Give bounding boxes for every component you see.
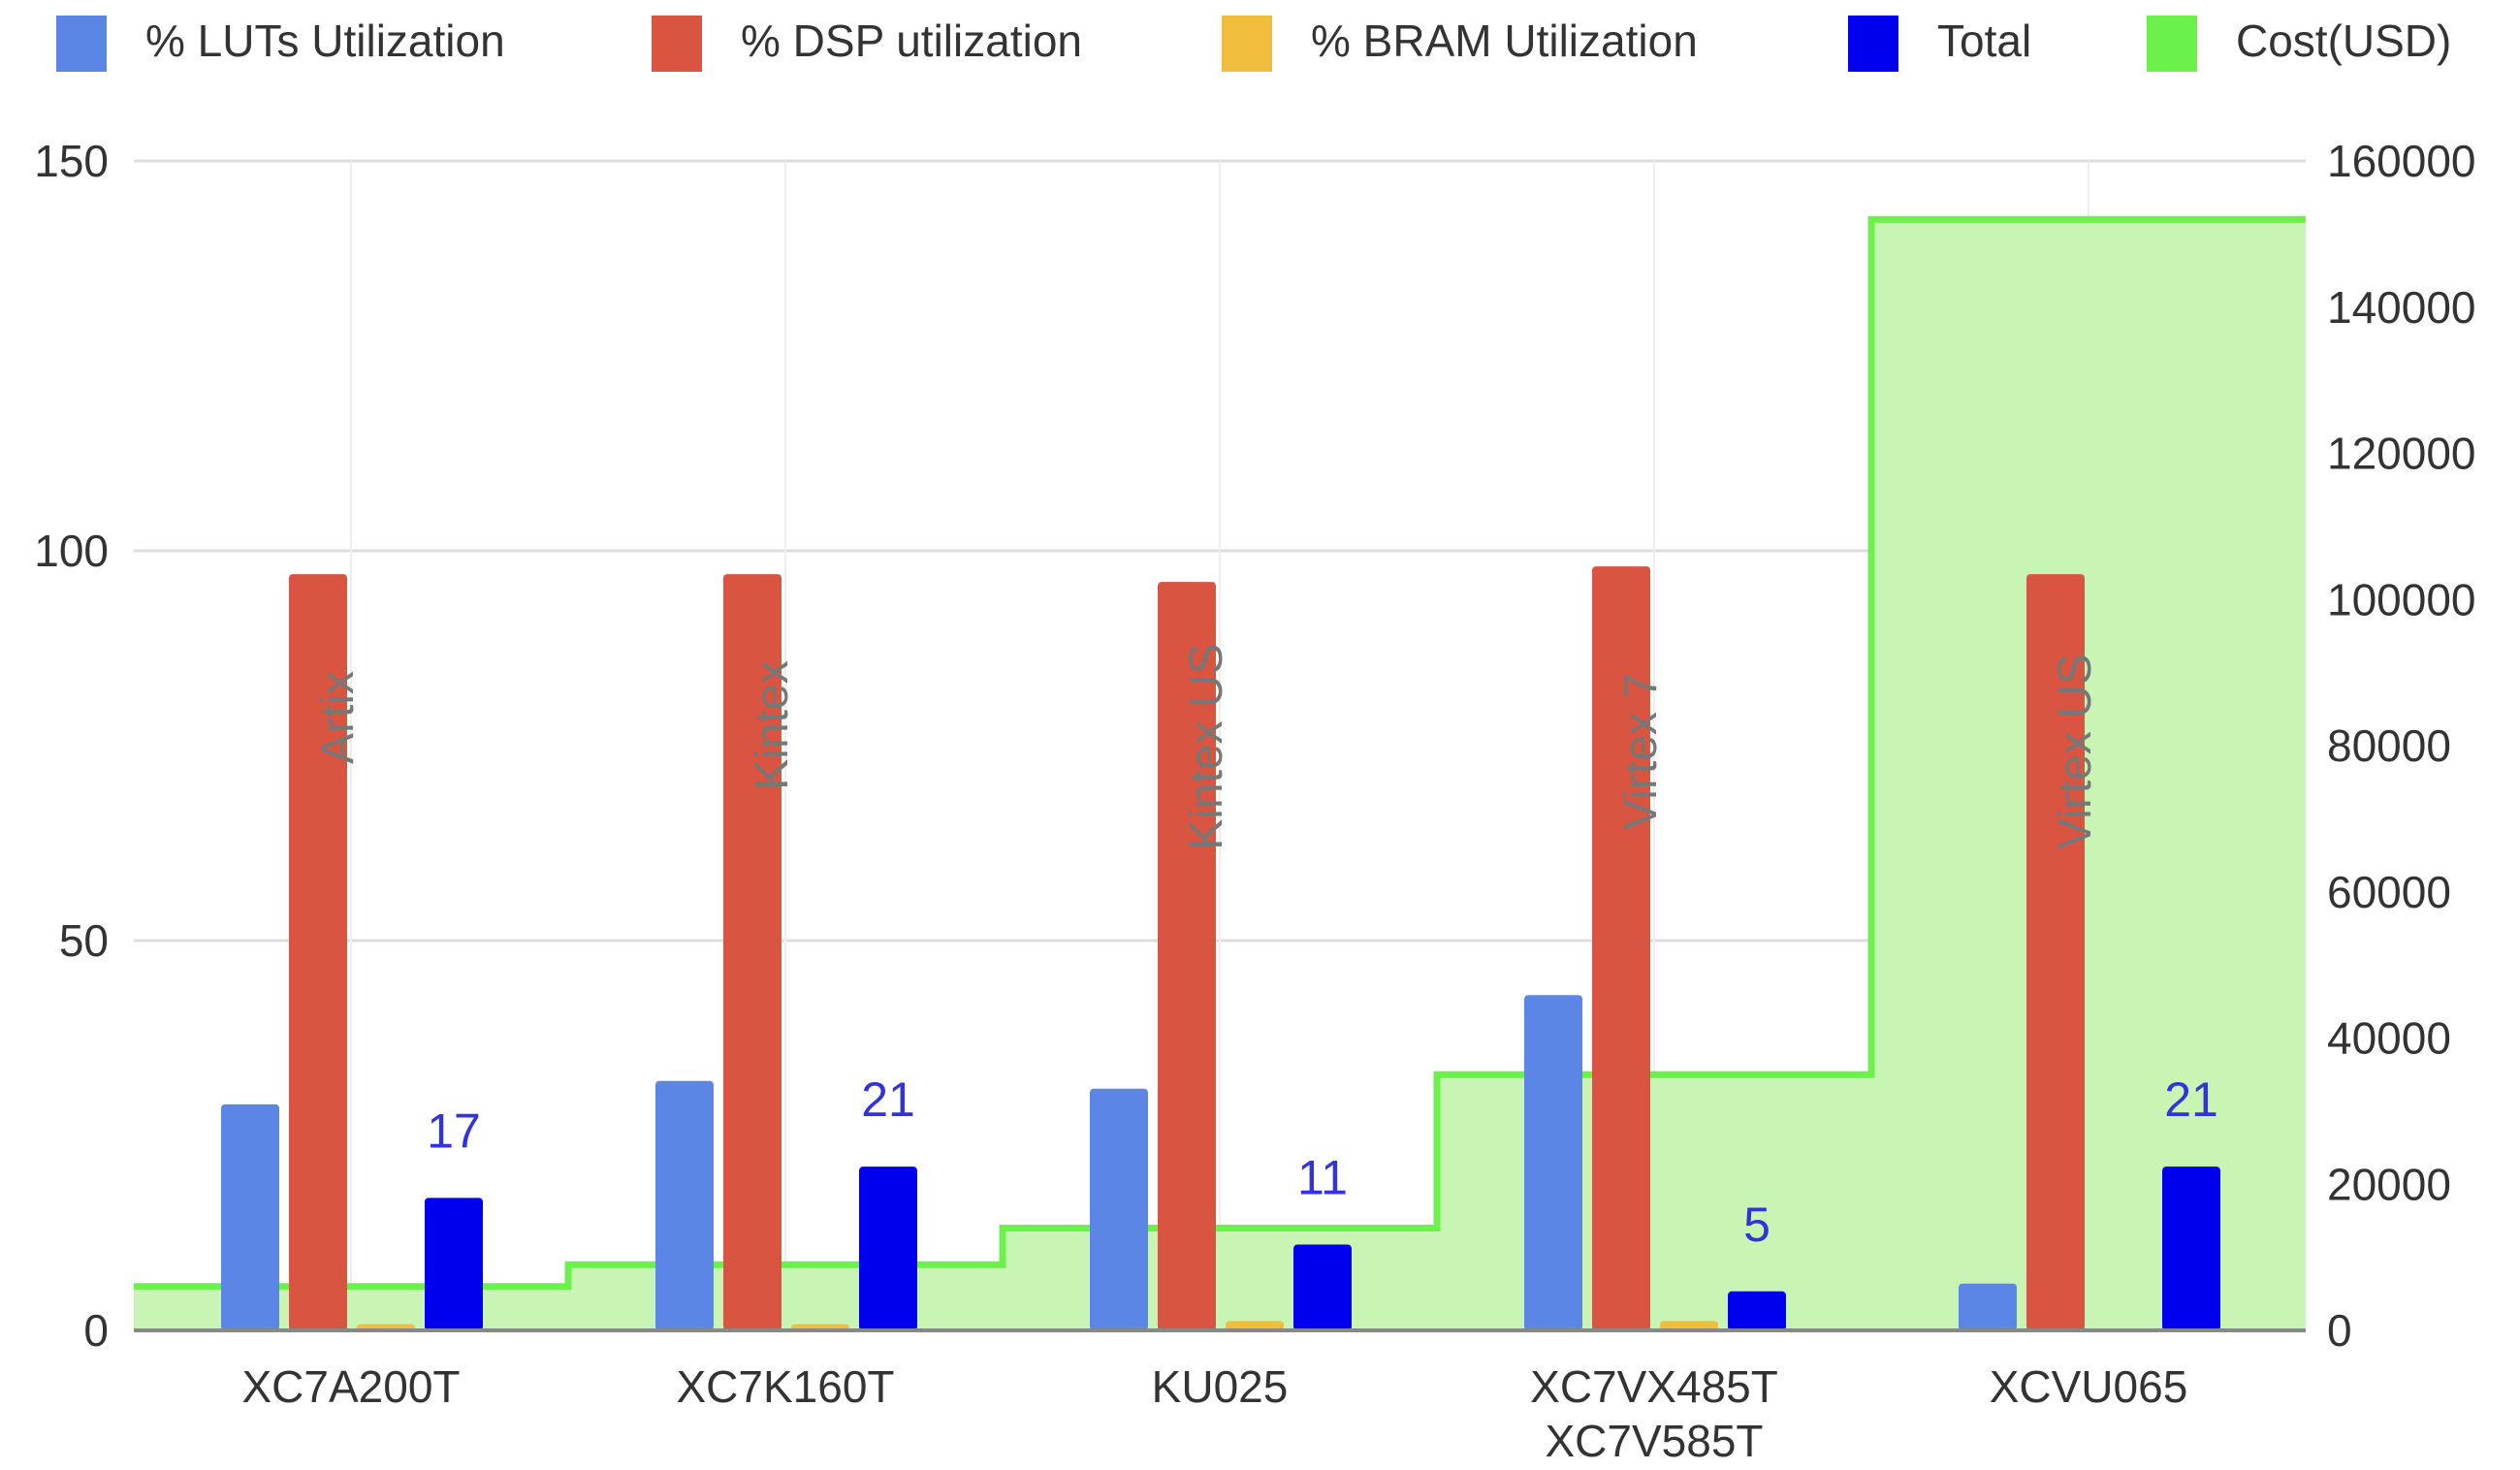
dsp-bar bbox=[289, 574, 347, 1330]
legend-item-1: % DSP utilization bbox=[652, 16, 1082, 72]
right-tick-label: 60000 bbox=[2327, 867, 2451, 917]
legend-swatch bbox=[1222, 16, 1272, 72]
category-label: XC7K160T bbox=[676, 1361, 894, 1412]
category-label-line: XC7VX485T bbox=[1530, 1361, 1778, 1412]
category-label: XCVU065 bbox=[1990, 1361, 2188, 1412]
legend-item-0: % LUTs Utilization bbox=[56, 16, 505, 72]
legend-swatch bbox=[1848, 16, 1898, 72]
legend-item-4: Cost(USD) bbox=[2147, 16, 2451, 72]
luts-bar bbox=[221, 1103, 279, 1330]
total-data-label: 17 bbox=[427, 1103, 481, 1158]
luts-bar bbox=[1959, 1283, 2017, 1330]
right-tick-label: 100000 bbox=[2327, 574, 2476, 624]
right-tick-label: 0 bbox=[2327, 1305, 2352, 1356]
annotation-label: Virtex US bbox=[2050, 654, 2101, 849]
legend-swatch bbox=[652, 16, 702, 72]
left-tick-label: 150 bbox=[34, 136, 109, 186]
total-bar bbox=[1293, 1244, 1352, 1330]
bram-bar bbox=[1660, 1321, 1718, 1330]
annotation-label: Kintex bbox=[747, 660, 798, 789]
cost-area-series bbox=[134, 215, 2306, 1330]
dsp-bar bbox=[1592, 566, 1650, 1330]
category-label-line: XC7A200T bbox=[241, 1361, 460, 1412]
legend-label: % BRAM Utilization bbox=[1311, 16, 1698, 66]
right-tick-label: 160000 bbox=[2327, 136, 2476, 186]
total-bar bbox=[2162, 1166, 2220, 1330]
total-data-label: 11 bbox=[1297, 1151, 1348, 1205]
annotation-label: Virtex 7 bbox=[1615, 673, 1667, 830]
right-tick-label: 140000 bbox=[2327, 282, 2476, 333]
annotation-label: Kintex US bbox=[1181, 643, 1232, 849]
right-tick-label: 80000 bbox=[2327, 720, 2451, 771]
legend-swatch bbox=[2147, 16, 2197, 72]
annotation-label: Artix bbox=[312, 671, 364, 764]
luts-bar bbox=[655, 1080, 714, 1330]
total-data-label: 21 bbox=[861, 1072, 915, 1127]
data-labels: 17 21 11 5 21 bbox=[427, 1072, 2218, 1252]
right-tick-label: 20000 bbox=[2327, 1159, 2451, 1209]
axes: 0 50 100 150 0 20000 40000 60000 80000 100000 1200… bbox=[34, 136, 2475, 1466]
legend-swatch bbox=[56, 16, 107, 72]
category-label-line: XC7V585T bbox=[1545, 1416, 1763, 1466]
luts-bar bbox=[1090, 1088, 1148, 1330]
right-tick-label: 40000 bbox=[2327, 1013, 2451, 1064]
annotations: Artix Kintex Kintex US Virtex 7 Virtex US bbox=[312, 643, 2101, 849]
right-tick-label: 120000 bbox=[2327, 429, 2476, 479]
legend-label: % DSP utilization bbox=[741, 16, 1082, 66]
category-label-line: XC7K160T bbox=[676, 1361, 894, 1412]
left-tick-label: 0 bbox=[83, 1305, 109, 1356]
legend-label: % LUTs Utilization bbox=[145, 16, 505, 66]
left-tick-label: 50 bbox=[59, 915, 109, 966]
total-bar bbox=[425, 1198, 483, 1330]
total-bar bbox=[1728, 1291, 1786, 1330]
category-label-line: KU025 bbox=[1152, 1361, 1289, 1412]
legend-item-2: % BRAM Utilization bbox=[1222, 16, 1698, 72]
dsp-bar bbox=[723, 574, 782, 1330]
dsp-bar bbox=[2026, 574, 2085, 1330]
dsp-bar bbox=[1158, 582, 1216, 1330]
bram-bar bbox=[1226, 1321, 1284, 1330]
legend-item-3: Total bbox=[1848, 16, 2031, 72]
legend-label: Total bbox=[1937, 16, 2031, 66]
total-data-label: 21 bbox=[2164, 1072, 2218, 1127]
total-bar bbox=[859, 1166, 917, 1330]
category-label: KU025 bbox=[1152, 1361, 1289, 1412]
legend: % LUTs Utilization % DSP utilization % BRA… bbox=[56, 16, 2451, 72]
cost-line bbox=[134, 215, 2306, 1291]
luts-bar bbox=[1524, 995, 1582, 1330]
left-tick-label: 100 bbox=[34, 526, 109, 576]
legend-label: Cost(USD) bbox=[2236, 16, 2451, 66]
category-label: XC7VX485T XC7V585T bbox=[1530, 1361, 1778, 1466]
category-label: XC7A200T bbox=[241, 1361, 460, 1412]
total-data-label: 5 bbox=[1743, 1198, 1770, 1252]
category-label-line: XCVU065 bbox=[1990, 1361, 2188, 1412]
bar-series bbox=[221, 566, 2220, 1330]
